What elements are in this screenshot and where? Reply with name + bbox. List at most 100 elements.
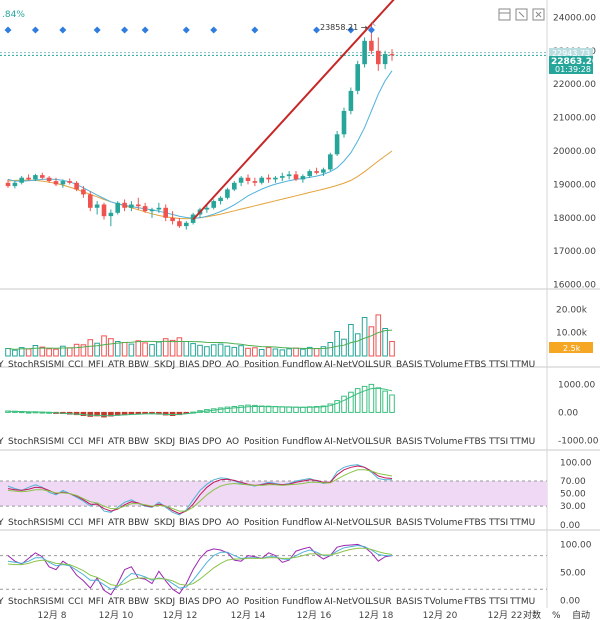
candle-body [12,182,18,187]
indicator-tab[interactable]: TTMU [509,437,535,447]
indicator-tab[interactable]: TTSI [488,518,508,528]
candle [218,196,223,205]
indicator-tab[interactable]: CCI [68,437,83,447]
indicator-tab[interactable]: ATR [108,518,125,528]
indicator-tab[interactable]: BIAS [179,518,200,528]
high-price-marker: 23858.21 → [320,23,368,32]
indicator-tab[interactable]: TVolume [423,597,463,607]
indicator-tab[interactable]: Fundflow [282,597,322,607]
indicator-tab[interactable]: ATR [108,437,125,447]
indicator-tab[interactable]: StochRSI [8,518,48,528]
maximize-icon[interactable] [515,8,528,21]
indicator-tab[interactable]: Fundflow [282,518,322,528]
indicator-tab[interactable]: TTSI [488,437,508,447]
auto-scale-toggle[interactable]: 自动 [572,609,590,620]
indicator-tab[interactable]: DPO [202,518,221,528]
indicator-tab[interactable]: BBW [128,360,149,370]
indicator-tab[interactable]: TTMU [509,518,535,528]
indicator-tab[interactable]: Fundflow [282,360,322,370]
indicator-tab[interactable]: TVolume [423,518,463,528]
indicator-tab[interactable]: AO [226,360,239,370]
indicator-tab[interactable]: BASIS [396,437,423,447]
netvol-bar [279,406,286,413]
indicator-tab[interactable]: ATR [108,360,125,370]
volume-bar [361,317,368,357]
indicator-tab[interactable]: BASIS [396,518,423,528]
indicator-tab[interactable]: TTSI [488,360,508,370]
volume-bar [300,348,306,357]
indicator-tab[interactable]: SKDJ [154,597,175,607]
trendline[interactable] [192,0,399,221]
indicator-tab[interactable]: Position [244,518,279,528]
indicator-tab[interactable]: AI-NetVOL [324,437,370,447]
indicator-tab[interactable]: Position [244,597,279,607]
indicator-tab[interactable]: TTMU [509,597,535,607]
indicator-tab[interactable]: Y [0,597,4,607]
indicator-tab[interactable]: MFI [88,518,104,528]
close-icon[interactable] [532,8,545,21]
indicator-tab[interactable]: BIAS [179,597,200,607]
indicator-tab[interactable]: Y [0,518,4,528]
stochrsi-line [7,469,393,512]
indicator-tab[interactable]: BASIS [396,597,423,607]
indicator-tab[interactable]: LSUR [368,360,392,370]
indicator-tab[interactable]: CCI [68,597,83,607]
indicator-tab[interactable]: DPO [202,597,221,607]
indicator-tab[interactable]: FTBS [464,360,487,370]
indicator-tab[interactable]: BBW [128,597,149,607]
indicator-tab[interactable]: SKDJ [154,437,175,447]
netvol-bar [121,411,128,416]
indicator-tab[interactable]: Position [244,360,279,370]
indicator-tab[interactable]: Y [0,437,4,447]
indicator-tab[interactable]: DPO [202,360,221,370]
indicator-tab[interactable]: FTBS [464,597,487,607]
indicator-tab[interactable]: FTBS [464,518,487,528]
indicator-tab[interactable]: MFI [88,360,104,370]
indicator-tab[interactable]: TVolume [423,437,463,447]
indicator-tab[interactable]: SMI [48,597,64,607]
indicator-tab[interactable]: LSUR [368,437,392,447]
indicator-tab[interactable]: StochRSI [8,437,48,447]
indicator-tab[interactable]: SKDJ [154,518,175,528]
indicator-tab[interactable]: AI-NetVOL [324,597,370,607]
indicator-tab[interactable]: TTSI [488,597,508,607]
indicator-tab[interactable]: MFI [88,597,104,607]
indicator-tab[interactable]: StochRSI [8,597,48,607]
indicator-tab[interactable]: Position [244,437,279,447]
indicator-tab[interactable]: SMI [48,437,64,447]
indicator-tab[interactable]: TTMU [509,360,535,370]
candle-body [355,64,360,91]
percent-scale-toggle[interactable]: % [552,611,561,620]
indicator-tab[interactable]: AI-NetVOL [324,360,370,370]
indicator-tab[interactable]: AI-NetVOL [324,518,370,528]
indicator-tab[interactable]: CCI [68,360,83,370]
indicator-tab[interactable]: SKDJ [154,360,175,370]
netvol-bar [128,411,135,415]
indicator-tab[interactable]: MFI [88,437,104,447]
indicator-tab[interactable]: BBW [128,437,149,447]
indicator-tab[interactable]: LSUR [368,597,392,607]
indicator-tab[interactable]: LSUR [368,518,392,528]
indicator-tab[interactable]: SMI [48,360,64,370]
indicator-tab[interactable]: BBW [128,518,149,528]
log-scale-toggle[interactable]: 对数 [523,609,541,620]
indicator-tab[interactable]: BIAS [179,437,200,447]
indicator-tab[interactable]: FTBS [464,437,487,447]
indicator-tab[interactable]: Fundflow [282,437,322,447]
indicator-tab[interactable]: Y [0,360,4,370]
indicator-tab[interactable]: ATR [108,597,125,607]
indicator-tab[interactable]: CCI [68,518,83,528]
indicator-tab[interactable]: BIAS [179,360,200,370]
layout-icon[interactable] [498,8,511,21]
indicator-tab[interactable]: BASIS [396,360,423,370]
candle-body [67,181,72,183]
indicator-tab[interactable]: TVolume [423,360,463,370]
indicator-tab[interactable]: AO [226,518,239,528]
candle-body [46,177,52,181]
indicator-tab[interactable]: SMI [48,518,64,528]
indicator-tab[interactable]: StochRSI [8,360,48,370]
indicator-tab[interactable]: AO [226,597,239,607]
indicator-tab[interactable]: DPO [202,437,221,447]
indicator-tab[interactable]: AO [226,437,239,447]
